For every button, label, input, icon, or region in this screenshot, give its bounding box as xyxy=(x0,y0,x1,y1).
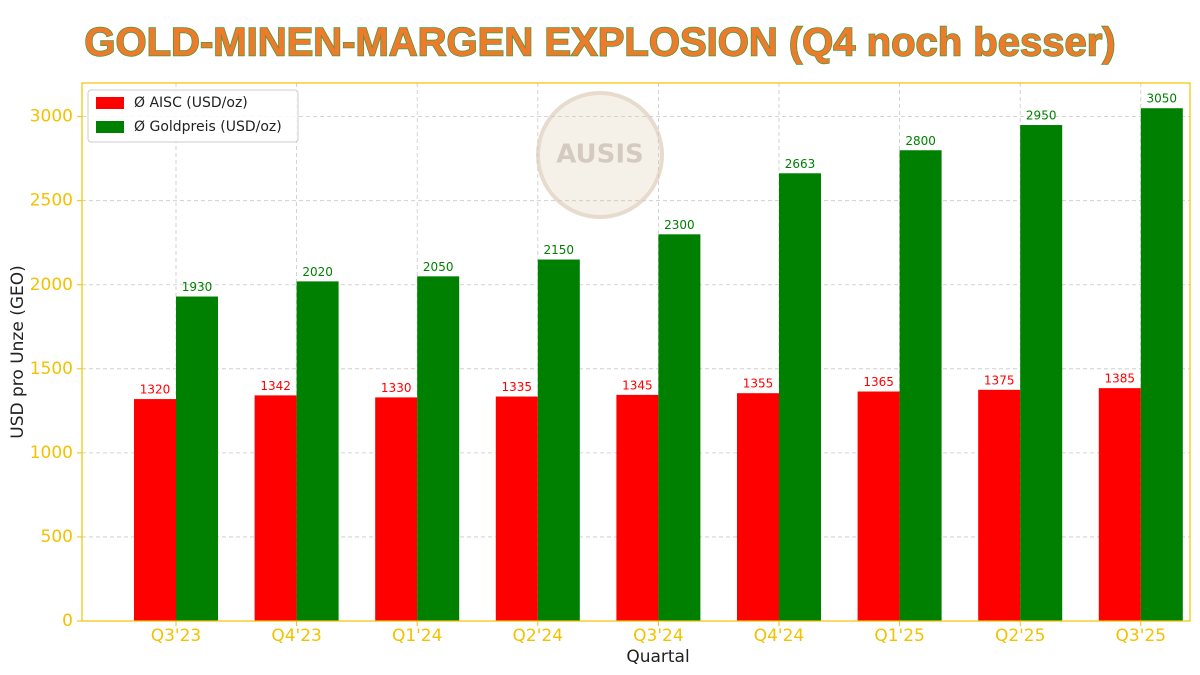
x-tick-label: Q1'25 xyxy=(874,626,925,646)
data-label: 2800 xyxy=(905,134,936,148)
bar xyxy=(495,396,538,621)
data-label: 1342 xyxy=(260,379,291,393)
data-label: 1375 xyxy=(984,373,1015,387)
y-tick-label: 1500 xyxy=(30,359,73,379)
bar xyxy=(978,389,1021,621)
watermark-text: AUSIS xyxy=(556,140,644,170)
plot-frame xyxy=(81,82,1191,622)
x-tick-label: Q3'23 xyxy=(151,626,202,646)
bar xyxy=(176,296,218,621)
bar xyxy=(658,234,701,621)
data-label: 2150 xyxy=(544,243,575,257)
data-label: 1930 xyxy=(182,280,213,294)
data-label: 2663 xyxy=(785,157,816,171)
x-tick-label: Q4'23 xyxy=(271,626,322,646)
y-tick-label: 0 xyxy=(62,611,73,631)
x-tick-label: Q4'24 xyxy=(754,626,805,646)
bar xyxy=(779,173,821,621)
y-tick-label: 2000 xyxy=(30,275,73,295)
data-label: 2020 xyxy=(302,265,333,279)
data-label: 2300 xyxy=(664,218,695,232)
data-label: 1355 xyxy=(743,377,774,391)
legend-box xyxy=(87,89,299,143)
data-label: 1345 xyxy=(622,378,653,392)
bar xyxy=(537,259,580,621)
x-axis-label: Quartal xyxy=(626,647,689,667)
y-axis-label: USD pro Unze (GEO) xyxy=(8,265,28,439)
data-label: 1385 xyxy=(1105,372,1136,386)
bar xyxy=(899,150,942,621)
x-tick-label: Q2'25 xyxy=(995,626,1046,646)
legend-swatch xyxy=(96,121,124,133)
bar xyxy=(1098,388,1141,621)
legend-label: Ø Goldpreis (USD/oz) xyxy=(134,119,282,135)
x-tick-label: Q1'24 xyxy=(392,626,443,646)
data-label: 3050 xyxy=(1147,92,1178,106)
x-tick-label: Q3'24 xyxy=(633,626,684,646)
data-label: 2950 xyxy=(1026,109,1057,123)
legend: Ø AISC (USD/oz) Ø Goldpreis (USD/oz) xyxy=(87,89,299,143)
watermark: AUSIS xyxy=(536,91,664,219)
bar xyxy=(254,395,297,621)
bar xyxy=(417,276,460,621)
bar xyxy=(1140,108,1183,621)
legend-swatch xyxy=(96,97,124,109)
y-tick-label: 3000 xyxy=(30,107,73,127)
bar xyxy=(737,393,779,621)
bar xyxy=(857,391,900,621)
y-tick-label: 500 xyxy=(41,527,73,547)
data-label: 1330 xyxy=(381,381,412,395)
data-label: 2050 xyxy=(423,260,454,274)
data-label: 1320 xyxy=(140,383,171,397)
bar xyxy=(296,281,339,621)
data-label: 1365 xyxy=(863,375,894,389)
y-tick-label: 2500 xyxy=(30,191,73,211)
data-label: 1335 xyxy=(502,380,533,394)
bar xyxy=(375,397,418,621)
x-tick-label: Q3'25 xyxy=(1116,626,1167,646)
legend-label: Ø AISC (USD/oz) xyxy=(134,95,248,111)
bar xyxy=(616,394,659,621)
bar xyxy=(1020,125,1063,621)
bar xyxy=(134,399,176,621)
y-tick-label: 1000 xyxy=(30,443,73,463)
chart-title: GOLD-MINEN-MARGEN EXPLOSION (Q4 noch bes… xyxy=(84,21,1115,65)
x-tick-label: Q2'24 xyxy=(513,626,564,646)
